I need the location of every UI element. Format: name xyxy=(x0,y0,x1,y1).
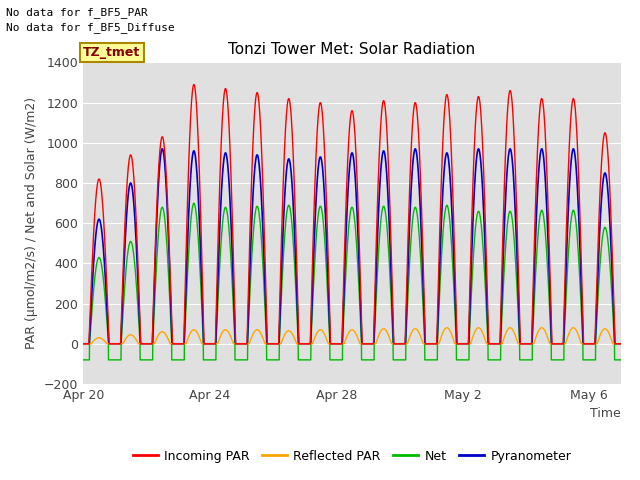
Title: Tonzi Tower Met: Solar Radiation: Tonzi Tower Met: Solar Radiation xyxy=(228,42,476,57)
Text: TZ_tmet: TZ_tmet xyxy=(83,46,140,59)
Text: No data for f_BF5_PAR: No data for f_BF5_PAR xyxy=(6,7,148,18)
Legend: Incoming PAR, Reflected PAR, Net, Pyranometer: Incoming PAR, Reflected PAR, Net, Pyrano… xyxy=(128,445,576,468)
X-axis label: Time: Time xyxy=(590,408,621,420)
Y-axis label: PAR (μmol/m2/s) / Net and Solar (W/m2): PAR (μmol/m2/s) / Net and Solar (W/m2) xyxy=(26,97,38,349)
Text: No data for f_BF5_Diffuse: No data for f_BF5_Diffuse xyxy=(6,22,175,33)
